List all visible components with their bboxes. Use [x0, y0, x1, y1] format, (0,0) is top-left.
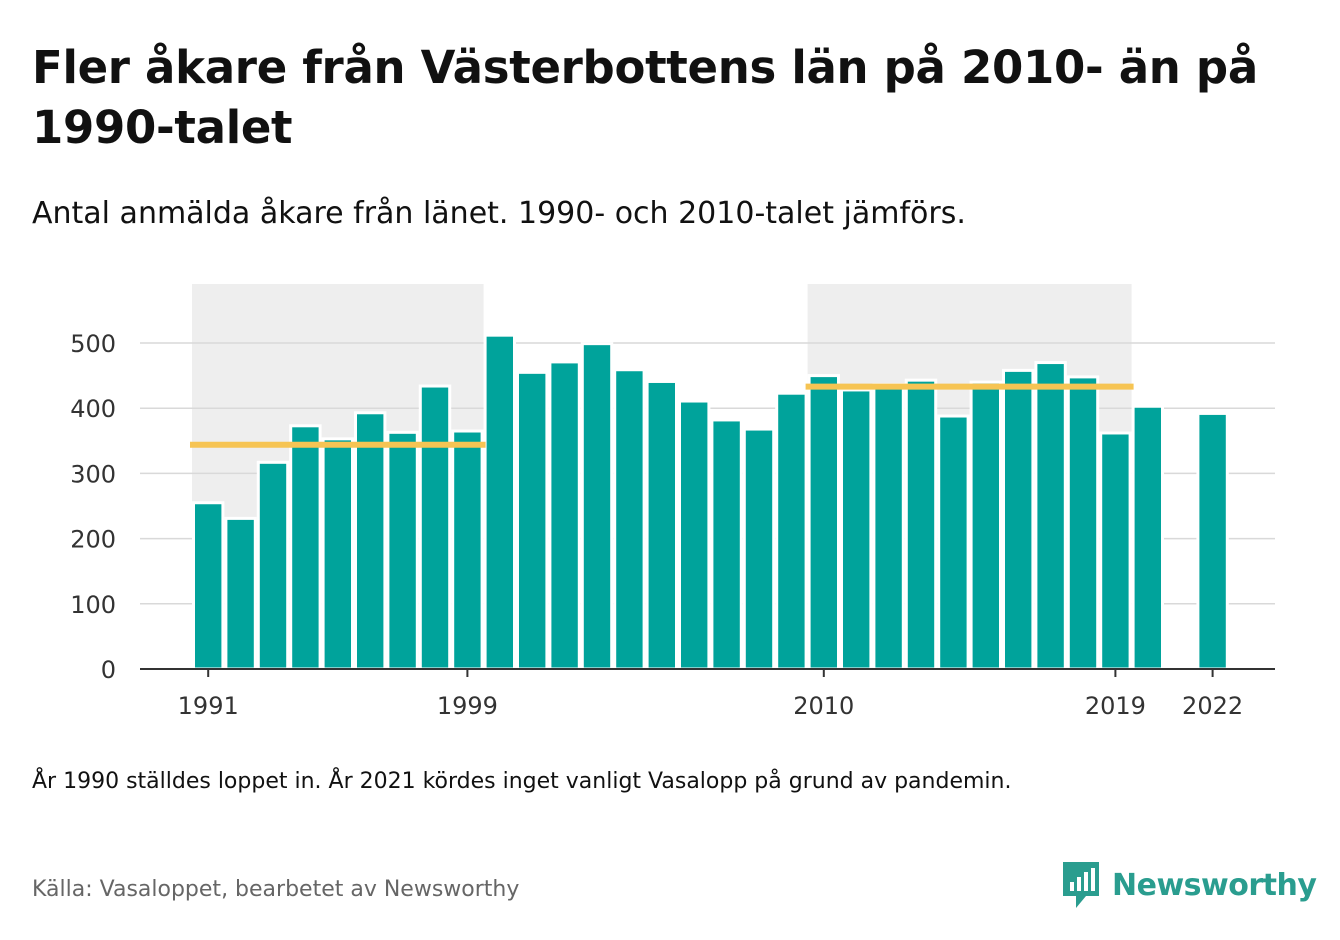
x-tick-label-2010: 2010 [793, 692, 854, 720]
bar-1991 [192, 501, 225, 671]
bar-2004 [613, 368, 646, 671]
bar-1993 [256, 460, 290, 671]
axis-layer: 0 100 200 300 400 500 1991 1999 2010 2019 2022 [70, 330, 1275, 720]
bar-chart: 0 100 200 300 400 500 1991 1999 2010 2019 2022 [70, 284, 1275, 720]
bar-2018 [1066, 375, 1100, 671]
bar-2015 [969, 380, 1002, 671]
newsworthy-logo-icon [1063, 862, 1099, 908]
bar-2000 [483, 333, 517, 671]
bar-1994 [289, 424, 322, 671]
bar-2010 [807, 374, 840, 671]
y-tick-label-400: 400 [70, 395, 116, 423]
x-tick-label-2019: 2019 [1085, 692, 1146, 720]
bar-1995 [321, 437, 355, 671]
chart-note: År 1990 ställdes loppet in. År 2021 körd… [32, 769, 1012, 794]
x-tick-label-1999: 1999 [437, 692, 498, 720]
bar-2013 [904, 378, 938, 671]
x-tick-label-1991: 1991 [178, 692, 239, 720]
bar-1999 [451, 429, 484, 671]
bar-2019 [1099, 431, 1132, 671]
chart-subtitle: Antal anmälda åkare från länet. 1990- oc… [32, 196, 966, 231]
bar-2016 [1002, 368, 1035, 671]
x-tick-label-2022: 2022 [1182, 692, 1243, 720]
average-line-layer [190, 383, 1134, 448]
bar-2006 [678, 399, 711, 671]
source-text: Källa: Vasaloppet, bearbetet av Newswort… [32, 877, 520, 902]
brand-logo: Newsworthy [1060, 860, 1317, 910]
y-tick-label-0: 0 [101, 656, 116, 684]
bar-2003 [580, 342, 614, 671]
bar-2007 [710, 418, 743, 671]
chart-title: Fler åkare från Västerbottens län på 201… [32, 41, 1258, 154]
bar-2001 [516, 370, 549, 671]
bar-2017 [1034, 361, 1067, 671]
bar-2005 [645, 379, 678, 671]
y-tick-label-200: 200 [70, 526, 116, 554]
y-tick-label-100: 100 [70, 591, 116, 619]
bar-2011 [840, 388, 873, 671]
brand-name: Newsworthy [1112, 867, 1317, 903]
bar-2009 [775, 391, 808, 671]
bar-1997 [386, 430, 419, 671]
bar-2002 [548, 360, 581, 671]
bar-1998 [418, 384, 452, 671]
bar-1996 [354, 411, 387, 671]
bar-2008 [742, 427, 776, 671]
bar-2014 [937, 414, 970, 671]
bar-1992 [224, 516, 257, 671]
bar-2020 [1131, 404, 1164, 671]
bar-2022 [1196, 411, 1229, 671]
y-tick-label-300: 300 [70, 460, 116, 488]
y-tick-label-500: 500 [70, 330, 116, 358]
bar-2012 [872, 383, 905, 671]
